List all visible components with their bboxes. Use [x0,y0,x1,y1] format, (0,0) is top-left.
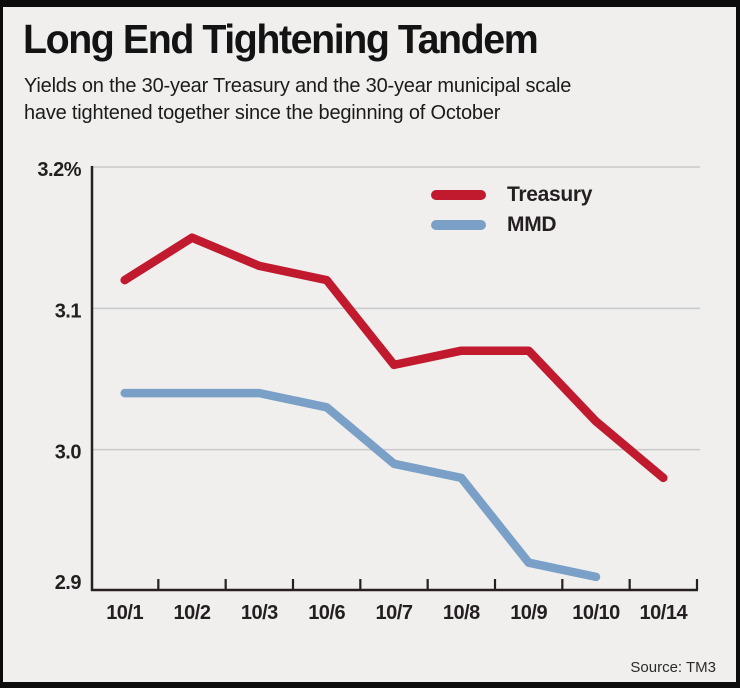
x-axis-tick-label: 10/8 [443,602,480,624]
x-axis-tick-label: 10/3 [241,602,278,624]
x-axis-tick-label: 10/9 [510,602,547,624]
legend-label-treasury: Treasury [507,183,593,206]
y-axis-tick-label: 3.2% [37,159,81,181]
chart-subtitle-line2: have tightened together since the beginn… [24,102,501,124]
legend-item-treasury: Treasury [431,180,592,210]
y-axis-tick-label: 3.1 [55,300,82,322]
legend-label-mmd: MMD [507,213,557,236]
chart-legend: Treasury MMD [431,180,592,240]
source-note: Source: TM3 [630,659,716,676]
line-chart-canvas: 3.2% 3.1 3.0 2.9 10/1 10/2 10/3 10/6 10/7 10/8 10/… [37,159,700,624]
chart-subtitle: Yields on the 30-year Treasury and the 3… [24,73,571,127]
mmd-line [120,388,601,582]
mmd-line-swatch-icon [431,220,486,230]
x-axis-tick-label: 10/1 [106,602,143,624]
legend-item-mmd: MMD [431,210,592,240]
x-axis-tick-label: 10/6 [308,602,345,624]
y-axis-tick-label: 2.9 [55,572,82,594]
x-axis-tick-label: 10/2 [174,602,211,624]
chart-title: Long End Tightening Tandem [23,16,539,62]
treasury-line-swatch-icon [431,190,486,200]
x-axis-tick-label: 10/7 [376,602,413,624]
chart-subtitle-line1: Yields on the 30-year Treasury and the 3… [24,75,572,97]
x-axis-tick-label: 10/14 [640,602,689,624]
x-axis-tick-label: 10/10 [572,602,620,624]
y-axis-tick-label: 3.0 [55,442,82,464]
treasury-line [120,233,668,483]
